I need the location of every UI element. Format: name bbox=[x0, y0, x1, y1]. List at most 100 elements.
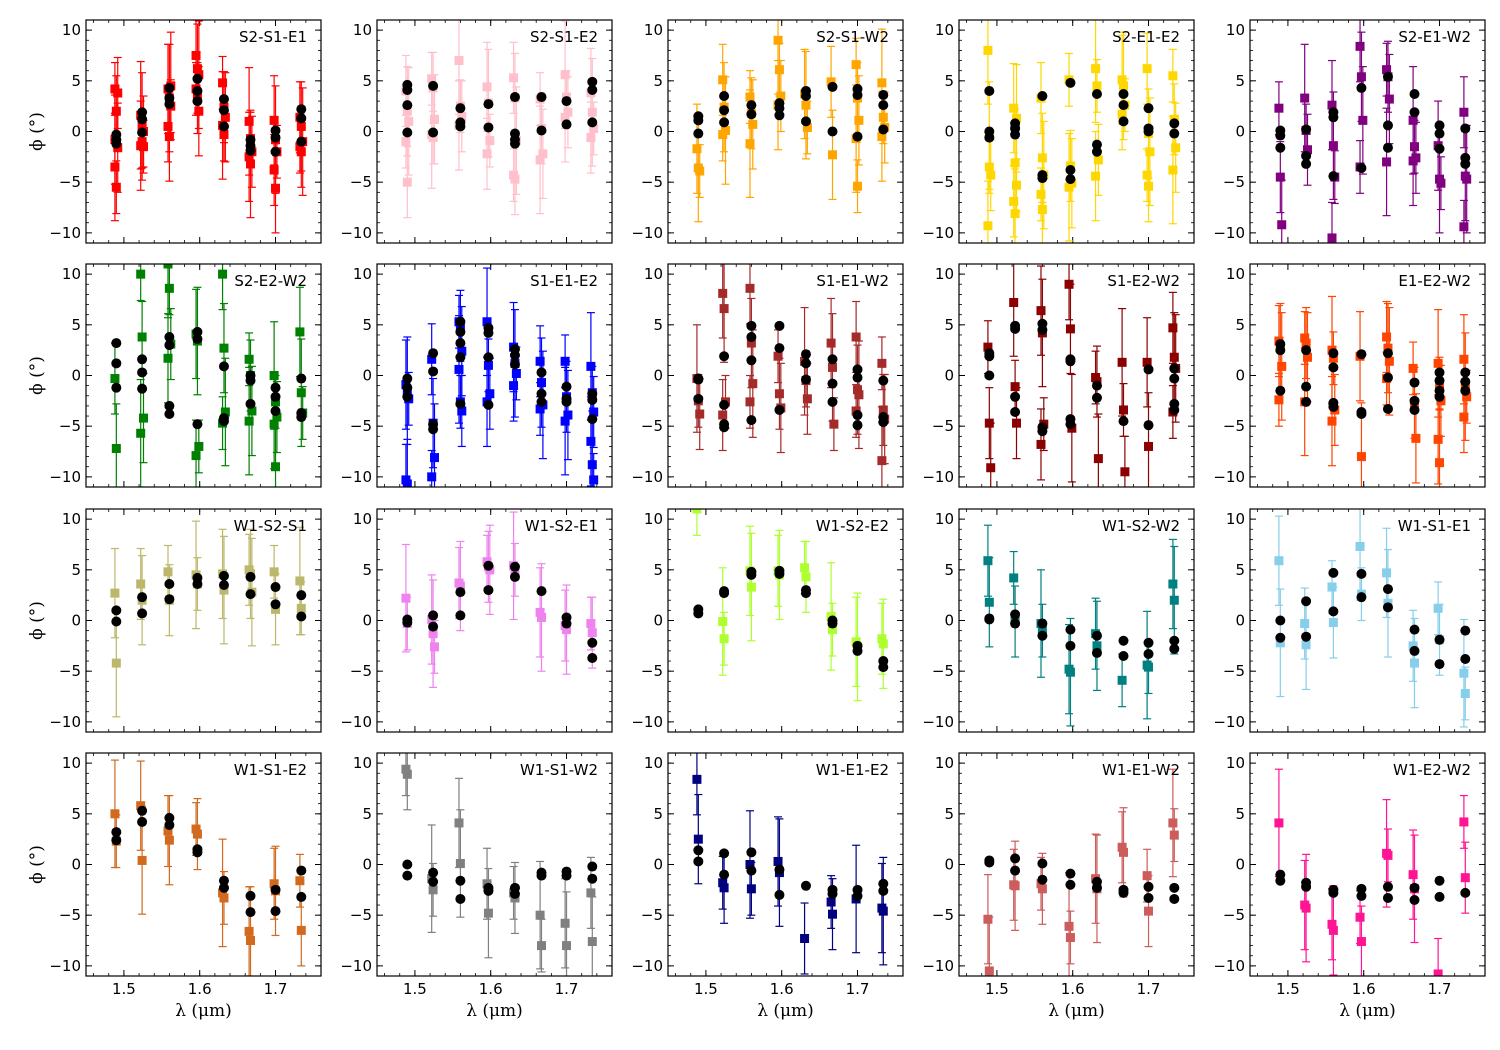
model-point bbox=[509, 350, 520, 361]
data-point bbox=[1328, 925, 1338, 935]
panel-frame bbox=[1249, 508, 1486, 733]
panel-w1-s2-s1: −10 −5 0 5 10 W1-S2-S1 ϕ (°) bbox=[27, 508, 322, 733]
data-point bbox=[271, 604, 281, 614]
model-point bbox=[536, 586, 547, 597]
model-point bbox=[428, 876, 439, 887]
y-tick-label: −5 bbox=[1223, 173, 1245, 191]
model-point bbox=[1409, 88, 1420, 99]
data-point bbox=[854, 390, 864, 400]
data-point bbox=[1119, 405, 1128, 415]
y-tick-label: 10 bbox=[1226, 21, 1245, 39]
model-point bbox=[587, 84, 598, 95]
model-point bbox=[561, 119, 572, 130]
y-tick-label: −10 bbox=[922, 224, 954, 242]
model-point bbox=[852, 364, 863, 375]
model-point bbox=[536, 396, 547, 407]
model-point bbox=[1091, 647, 1102, 658]
major-ticks bbox=[668, 264, 903, 487]
y-axis-label: ϕ (°) bbox=[27, 356, 47, 395]
data-point bbox=[826, 338, 836, 348]
data-point bbox=[1168, 165, 1178, 175]
model-point bbox=[1460, 625, 1471, 636]
data-point bbox=[586, 888, 596, 898]
model-point bbox=[1328, 887, 1339, 898]
model-series bbox=[402, 560, 598, 664]
data-point bbox=[163, 826, 173, 836]
model-point bbox=[402, 391, 413, 402]
model-point bbox=[218, 580, 229, 591]
x-tick-label: 1.6 bbox=[479, 980, 503, 998]
model-point bbox=[1065, 356, 1076, 367]
model-point bbox=[1301, 381, 1312, 392]
panel-title: E1-E2-W2 bbox=[1398, 272, 1471, 290]
data-point bbox=[401, 137, 411, 147]
model-series bbox=[693, 845, 889, 901]
model-point bbox=[428, 348, 439, 359]
major-ticks bbox=[1250, 264, 1485, 487]
model-point bbox=[1010, 129, 1021, 140]
data-point bbox=[164, 132, 174, 142]
model-point bbox=[774, 568, 785, 579]
data-point bbox=[560, 918, 570, 928]
model-point bbox=[1037, 173, 1048, 184]
x-tick-label: 1.7 bbox=[555, 980, 579, 998]
data-point bbox=[1144, 441, 1154, 451]
model-point bbox=[878, 878, 889, 889]
minor-ticks bbox=[959, 508, 1194, 733]
data-point bbox=[1011, 180, 1021, 190]
y-tick-label: −5 bbox=[1223, 417, 1245, 435]
data-point bbox=[878, 112, 888, 122]
data-point bbox=[1009, 103, 1019, 113]
y-tick-label: 5 bbox=[653, 805, 663, 823]
data-point bbox=[1328, 141, 1338, 151]
model-point bbox=[1118, 650, 1129, 661]
model-point bbox=[1169, 643, 1180, 654]
y-tick-label: −10 bbox=[340, 224, 372, 242]
data-point bbox=[111, 182, 121, 192]
model-series bbox=[984, 318, 1180, 437]
model-point bbox=[827, 126, 838, 137]
data-point bbox=[983, 914, 993, 924]
data-series bbox=[110, 759, 306, 976]
model-point bbox=[137, 592, 148, 603]
data-point bbox=[854, 115, 864, 125]
data-point bbox=[247, 406, 257, 416]
panel-title: W1-S2-E2 bbox=[816, 517, 889, 535]
y-tick-label: 5 bbox=[944, 316, 954, 334]
y-tick-label: −5 bbox=[641, 417, 663, 435]
data-point bbox=[1168, 579, 1178, 589]
model-point bbox=[270, 382, 281, 393]
panel-s2-e2-w2: −10 −5 0 5 10 S2-E2-W2 ϕ (°) bbox=[27, 263, 322, 488]
y-tick-label: 5 bbox=[944, 72, 954, 90]
model-point bbox=[1382, 881, 1393, 892]
major-ticks bbox=[377, 509, 612, 732]
data-point bbox=[1010, 382, 1020, 392]
data-point bbox=[986, 170, 996, 180]
minor-ticks bbox=[1250, 19, 1485, 244]
data-point bbox=[586, 436, 596, 446]
y-tick-label: 5 bbox=[1235, 561, 1245, 579]
data-point bbox=[1356, 452, 1366, 462]
model-point bbox=[1065, 640, 1076, 651]
panel-frame bbox=[85, 263, 322, 488]
model-series bbox=[111, 570, 307, 627]
panel-frame bbox=[376, 508, 613, 733]
model-point bbox=[1169, 635, 1180, 646]
major-ticks bbox=[86, 264, 321, 487]
data-point bbox=[1301, 338, 1311, 348]
model-point bbox=[536, 92, 547, 103]
y-tick-label: 0 bbox=[71, 612, 81, 630]
data-point bbox=[454, 818, 464, 828]
y-tick-label: −5 bbox=[350, 662, 372, 680]
data-point bbox=[192, 829, 202, 839]
model-point bbox=[1356, 592, 1367, 603]
model-point bbox=[111, 827, 122, 838]
data-point bbox=[218, 888, 228, 898]
data-point bbox=[586, 133, 596, 143]
panel-frame bbox=[958, 263, 1195, 488]
y-tick-label: −10 bbox=[1213, 713, 1245, 731]
y-tick-label: 10 bbox=[62, 510, 81, 528]
model-point bbox=[428, 867, 439, 878]
panel-title: W1-S1-W2 bbox=[520, 761, 598, 779]
data-point bbox=[164, 283, 174, 293]
